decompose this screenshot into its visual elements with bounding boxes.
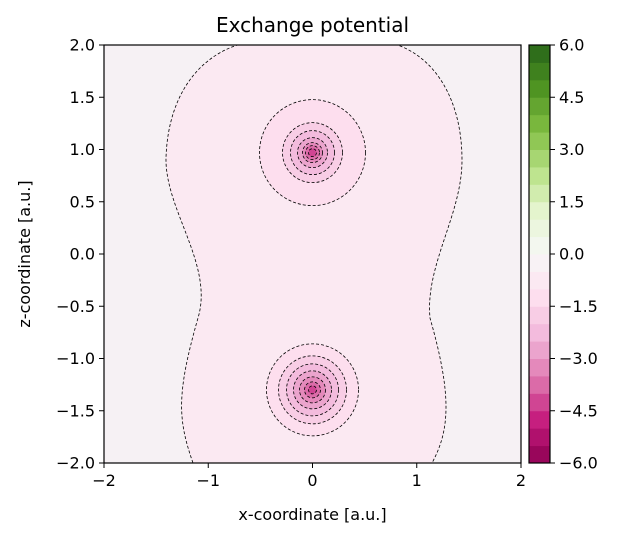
colorbar-tick-label: −3.0 <box>559 349 598 368</box>
colorbar-ticks: 6.0 4.5 3.0 1.5 0.0 −1.5 −3.0 −4.5 −6.0 <box>550 36 598 473</box>
contour-line <box>304 381 321 399</box>
colorbar-segment <box>529 97 550 116</box>
colorbar-segment <box>529 219 550 238</box>
y-axis: −2.0 −1.5 −1.0 −0.5 0.0 0.5 1.0 1.5 2.0 <box>56 36 104 473</box>
contour-fill <box>308 385 317 394</box>
x-tick-label: −2 <box>92 471 116 490</box>
colorbar-tick-label: −4.5 <box>559 401 598 420</box>
colorbar-tick-label: 6.0 <box>559 36 584 55</box>
contour-line <box>299 376 326 404</box>
x-tick-label: 0 <box>307 471 317 490</box>
y-tick-label: 1.0 <box>70 140 95 159</box>
x-axis: −2 −1 0 1 2 <box>92 463 526 490</box>
y-tick-label: −2.0 <box>56 454 95 473</box>
x-tick-label: 2 <box>516 471 526 490</box>
colorbar-segment <box>529 149 550 168</box>
colorbar-segment <box>529 341 550 359</box>
contour-line <box>305 145 320 161</box>
colorbar-segment <box>529 410 550 429</box>
colorbar-segment <box>529 428 550 447</box>
y-tick-label: 0.5 <box>70 192 95 211</box>
y-axis-label: z-coordinate [a.u.] <box>15 180 34 327</box>
colorbar-segment <box>529 254 550 272</box>
colorbar-tick-label: −1.5 <box>559 297 598 316</box>
colorbar-segment <box>529 132 550 150</box>
contour-fill-outer <box>165 45 462 463</box>
y-tick-label: 0.0 <box>70 245 95 264</box>
colorbar-segment <box>529 79 550 98</box>
y-tick-label: −1.0 <box>56 349 95 368</box>
colorbar-segment <box>529 114 550 133</box>
colorbar-segment <box>529 323 550 342</box>
x-tick-label: −1 <box>196 471 220 490</box>
colorbar-segment <box>529 201 550 220</box>
contour-line <box>278 355 347 425</box>
contour-line-outer <box>165 45 463 463</box>
contour-line <box>286 363 339 417</box>
colorbar-segment <box>529 45 550 63</box>
y-tick-label: 2.0 <box>70 36 95 55</box>
y-tick-label: 1.5 <box>70 88 95 107</box>
colorbar-segment <box>529 184 550 203</box>
colorbar-segment <box>529 445 550 464</box>
colorbar-tick-label: −6.0 <box>559 454 598 473</box>
colorbar-tick-label: 0.0 <box>559 245 584 264</box>
colorbar-tick-label: 4.5 <box>559 88 584 107</box>
colorbar-tick-label: 1.5 <box>559 192 584 211</box>
y-tick-label: −0.5 <box>56 297 95 316</box>
contour-line <box>302 142 323 164</box>
contour-line <box>290 130 335 176</box>
colorbar-segment <box>529 288 550 307</box>
colorbar <box>529 45 550 464</box>
colorbar-segment <box>529 62 550 81</box>
contour-line <box>297 137 328 169</box>
colorbar-segment <box>529 375 550 394</box>
contour-line <box>282 122 343 184</box>
colorbar-segment <box>529 393 550 412</box>
colorbar-segment <box>529 271 550 290</box>
plot-area <box>104 45 521 463</box>
colorbar-segment <box>529 358 550 377</box>
colorbar-segment <box>529 236 550 255</box>
colorbar-segment <box>529 166 550 185</box>
contour-line <box>308 148 317 158</box>
x-tick-label: 1 <box>412 471 422 490</box>
chart-title: Exchange potential <box>216 13 409 37</box>
contour-line <box>266 343 359 437</box>
contour-line <box>293 370 332 410</box>
contour-line <box>308 385 317 395</box>
y-tick-label: −1.5 <box>56 401 95 420</box>
contour-line <box>259 99 366 207</box>
contour-fill <box>308 148 317 157</box>
colorbar-tick-label: 3.0 <box>559 140 584 159</box>
x-axis-label: x-coordinate [a.u.] <box>238 505 386 524</box>
colorbar-segment <box>529 306 550 325</box>
